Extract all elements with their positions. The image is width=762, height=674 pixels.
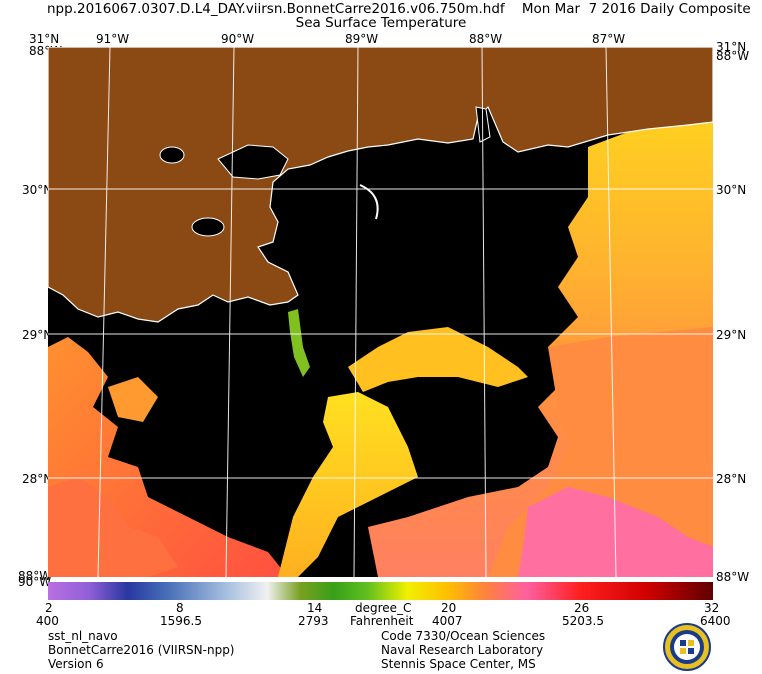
corner-bottom-right-label: 88°W [716,570,750,584]
footer-location: Stennis Space Center, MS [381,657,536,671]
lake-pontchartrain [217,144,289,180]
cbar-c-14: 14 [307,601,323,615]
west-sst-patch-3 [108,377,158,422]
west-sst-patch-2 [48,477,178,577]
footer-lab: Naval Research Laboratory [381,643,544,657]
lat-label-29n-right: 29°N [716,328,747,342]
footer-product: sst_nl_navo [48,629,118,643]
cbar-unit-f: Fahrenheit [350,614,414,628]
coastal-plume [348,327,528,392]
cbar-f-6400: 6400 [700,614,731,628]
corner-top-right-lon-label: 88°W [716,49,750,63]
footer-code: Code 7330/Ocean Sciences [381,629,546,643]
title-line2: Sea Surface Temperature [295,15,467,31]
cbar-c-8: 8 [176,601,184,615]
colorbar [48,582,713,600]
graticule [48,47,713,577]
cbar-c-2: 2 [45,601,53,615]
cbar-f-2793: 2793 [298,614,329,628]
corner-top-left-label: 31°N [29,32,60,46]
cbar-f-1596: 1596.5 [160,614,202,628]
chandeleur-islands [359,184,379,220]
cbar-f-400: 400 [36,614,59,628]
lon-label-91w: 91°W [96,32,130,46]
green-nearshore [288,309,310,377]
cbar-c-32: 32 [704,601,720,615]
river-plume [278,392,418,577]
lat-label-28n-right: 28°N [716,472,747,486]
cbar-unit-c: degree_C [355,601,412,615]
lon-label-88w: 88°W [469,32,503,46]
corner-bottom-left-label-2: 90°W [18,575,52,589]
cbar-c-20: 20 [441,601,457,615]
lat-label-29n-left: 29°N [22,328,53,342]
sst-map [48,47,713,577]
cbar-c-26: 26 [574,601,590,615]
lon-label-90w: 90°W [221,32,255,46]
corner-bottom-left-label: 88°W [18,569,52,583]
footer-version: Version 6 [48,657,104,671]
lat-label-30n-right: 30°N [716,183,747,197]
cbar-f-5203: 5203.5 [562,614,604,628]
lat-label-30n-left: 30°N [22,183,53,197]
lat-label-28n-left: 28°N [22,472,53,486]
title-line1: npp.2016067.0307.D.L4_DAY.viirsn.BonnetC… [47,1,751,17]
lon-label-87w: 87°W [592,32,626,46]
land [48,47,713,323]
cbar-f-4007: 4007 [432,614,463,628]
lake-maurepas [159,146,185,164]
corner-top-right-label: 31°N [716,40,747,54]
lake-small [191,217,225,237]
navy-seal-icon [663,623,711,671]
footer-region: BonnetCarre2016 (VIIRSN-npp) [48,643,235,657]
lon-label-89w: 89°W [345,32,379,46]
